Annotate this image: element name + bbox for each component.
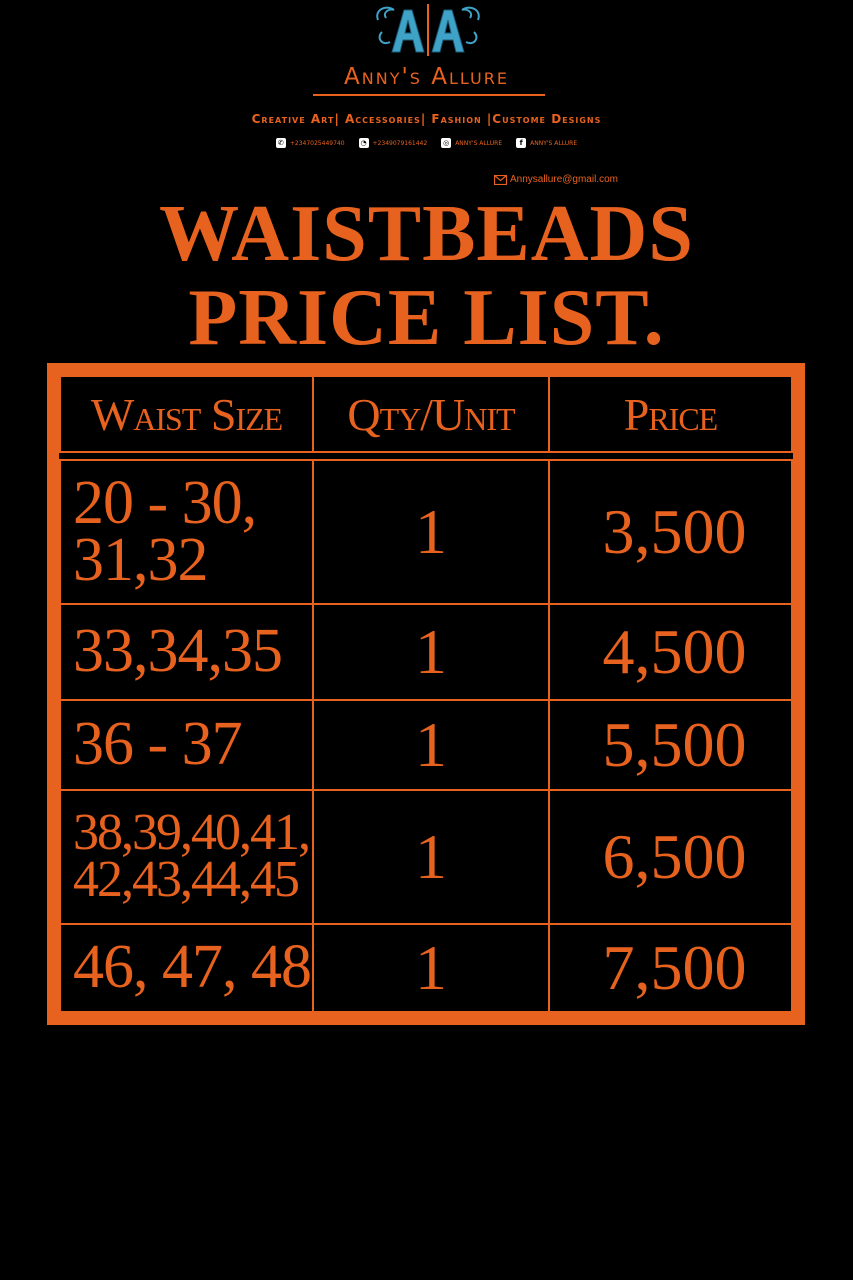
row-4-size-line1: 38,39,40,41,: [73, 804, 311, 862]
header-waist-size: Waist Size: [59, 375, 314, 453]
price-table-body: Waist Size Qty/Unit Price 20 - 30, 31,32…: [59, 375, 793, 1013]
contact-whatsapp[interactable]: ◔ +2349079161442: [358, 138, 428, 148]
row-4-qty: 1: [312, 789, 550, 925]
row-2-price: 4,500: [548, 603, 793, 701]
contact-bar: ✆ +2347025449740 ◔ +2349079161442 ◎ anny…: [0, 138, 853, 148]
brand-underline: [313, 94, 545, 96]
row-1-size-line2: 31,32: [73, 526, 208, 594]
contact-phone-text: +2347025449740: [289, 139, 345, 147]
contact-facebook[interactable]: f anny's allure: [516, 138, 577, 148]
brand-name: Anny's Allure: [344, 64, 509, 90]
row-1-qty: 1: [312, 459, 550, 605]
row-1-size-line1: 20 - 30,: [73, 468, 257, 537]
header-price: Price: [548, 375, 793, 453]
page-title-line2: PRICE LIST.: [188, 274, 665, 362]
row-1-price: 3,500: [548, 459, 793, 605]
row-4-waist-size: 38,39,40,41, 42,43,44,45: [59, 789, 314, 925]
logo-area: [0, 0, 853, 60]
page-title-line1: WAISTBEADS: [159, 190, 694, 278]
row-3-qty: 1: [312, 699, 550, 791]
contact-phone[interactable]: ✆ +2347025449740: [275, 138, 345, 148]
row-2-qty: 1: [312, 603, 550, 701]
facebook-icon: f: [516, 138, 527, 148]
phone-icon: ✆: [275, 138, 286, 148]
row-5-qty: 1: [312, 923, 550, 1013]
brand-tagline: Creative Art| Accessories| Fashion |Cust…: [251, 112, 602, 126]
header-qty-unit: Qty/Unit: [312, 375, 550, 453]
contact-instagram-text: anny's allure: [455, 139, 503, 147]
double-a-monogram-logo-icon: [376, 4, 480, 56]
email-contact[interactable]: Annysallure@gmail.com: [494, 174, 618, 185]
mail-icon: [494, 174, 507, 185]
contact-instagram[interactable]: ◎ anny's allure: [441, 138, 502, 148]
row-4-price: 6,500: [548, 789, 793, 925]
row-2-waist-size: 33,34,35: [59, 603, 314, 701]
email-text: Annysallure@gmail.com: [510, 174, 618, 185]
instagram-icon: ◎: [441, 138, 452, 148]
contact-facebook-text: anny's allure: [530, 139, 578, 147]
row-3-waist-size: 36 - 37: [59, 699, 314, 791]
row-3-price: 5,500: [548, 699, 793, 791]
whatsapp-icon: ◔: [358, 138, 369, 148]
row-4-size-line2: 42,43,44,45: [73, 851, 300, 908]
contact-whatsapp-text: +2349079161442: [372, 139, 428, 147]
row-5-waist-size: 46, 47, 48: [59, 923, 314, 1013]
row-5-price: 7,500: [548, 923, 793, 1013]
row-1-waist-size: 20 - 30, 31,32: [59, 459, 314, 605]
price-table: Waist Size Qty/Unit Price 20 - 30, 31,32…: [47, 363, 805, 1025]
